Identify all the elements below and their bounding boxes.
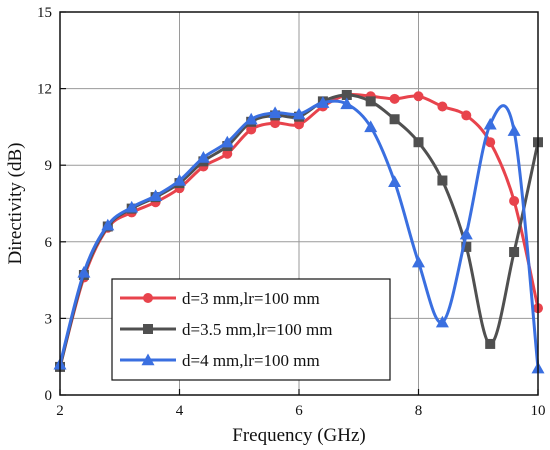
data-point	[412, 255, 425, 268]
axis-ticks: 2 4 6 8 10 0 3 6 9 12 15	[37, 5, 546, 419]
legend-marker	[143, 293, 153, 303]
y-axis-title: Directivity (dB)	[5, 143, 26, 265]
data-point	[509, 247, 520, 258]
data-point	[77, 265, 91, 278]
data-point	[294, 119, 304, 130]
series-3	[53, 96, 545, 374]
data-point	[485, 137, 496, 148]
data-point	[341, 89, 352, 100]
data-point	[196, 151, 210, 163]
legend-marker	[141, 353, 155, 366]
x-axis-title: Frequency (GHz)	[232, 425, 365, 446]
data-point	[220, 135, 234, 148]
data-point	[435, 315, 449, 328]
data-point	[270, 118, 281, 129]
x-tick-label: 4	[176, 403, 184, 419]
legend-label: d=3.5 mm,lr=100 mm	[182, 320, 332, 339]
data-point	[507, 124, 521, 136]
data-point	[101, 218, 115, 231]
series-layer	[53, 89, 545, 374]
legend-marker	[143, 324, 153, 334]
data-point	[316, 96, 330, 108]
x-tick-label: 8	[415, 403, 423, 419]
data-point	[483, 117, 497, 130]
data-point	[461, 110, 472, 121]
legend-label: d=3 mm,lr=100 mm	[182, 289, 320, 308]
data-point	[244, 112, 258, 125]
data-point	[173, 174, 186, 186]
x-tick-label: 6	[295, 403, 303, 419]
data-point	[485, 338, 496, 349]
data-point	[222, 148, 233, 159]
legend-label: d=4 mm,lr=100 mm	[182, 351, 320, 370]
legend-item: d=3.5 mm,lr=100 mm	[120, 320, 332, 339]
data-point	[413, 91, 424, 102]
legend-item: d=4 mm,lr=100 mm	[120, 351, 320, 370]
x-tick-label: 2	[56, 403, 64, 419]
data-point	[246, 124, 257, 135]
y-tick-label: 6	[45, 235, 53, 251]
data-point	[437, 175, 448, 186]
data-point	[149, 189, 163, 202]
data-point	[125, 200, 139, 213]
data-point	[388, 175, 402, 187]
data-point	[389, 114, 400, 125]
data-point	[364, 120, 378, 133]
data-point	[509, 195, 520, 206]
y-tick-label: 15	[37, 5, 52, 21]
data-point	[292, 107, 306, 120]
data-point	[340, 97, 354, 110]
y-tick-label: 9	[45, 158, 53, 174]
data-point	[413, 137, 424, 148]
data-point	[268, 106, 282, 119]
y-tick-label: 12	[37, 82, 52, 98]
data-point	[437, 101, 448, 112]
legend: d=3 mm,lr=100 mm d=3.5 mm,lr=100 mm d=4 mm…	[111, 278, 391, 381]
x-tick-label: 10	[531, 403, 546, 419]
data-point	[365, 96, 376, 107]
data-point	[459, 227, 473, 240]
legend-item: d=3 mm,lr=100 mm	[120, 289, 320, 308]
y-tick-label: 0	[45, 388, 53, 404]
y-tick-label: 3	[45, 311, 53, 327]
data-point	[461, 241, 472, 252]
data-point	[389, 93, 400, 104]
